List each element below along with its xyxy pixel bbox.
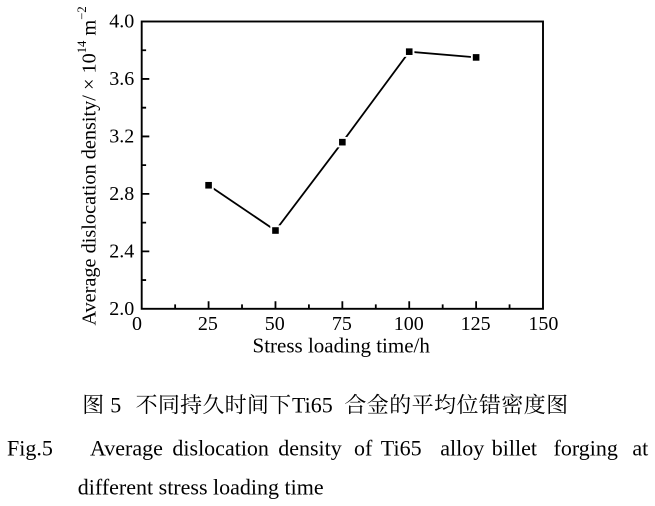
svg-text:of: of [354, 435, 373, 460]
svg-text:3.6: 3.6 [109, 68, 134, 90]
svg-text:Average dislocation density/ ×: Average dislocation density/ × 1014 m−2 [75, 6, 101, 325]
svg-text:2.8: 2.8 [109, 183, 134, 205]
svg-text:Ti65: Ti65 [381, 435, 422, 460]
svg-text:5: 5 [110, 392, 121, 417]
svg-text:2.4: 2.4 [109, 241, 134, 263]
svg-text:Average: Average [90, 435, 163, 460]
svg-text:density: density [278, 435, 342, 460]
svg-text:Ti65: Ti65 [292, 392, 333, 417]
svg-text:100: 100 [394, 313, 424, 335]
svg-text:50: 50 [265, 313, 285, 335]
svg-text:125: 125 [461, 313, 491, 335]
svg-text:forging: forging [554, 435, 618, 460]
svg-text:at: at [632, 435, 648, 460]
svg-text:4.0: 4.0 [109, 11, 134, 33]
svg-text:billet: billet [492, 435, 537, 460]
svg-text:75: 75 [332, 313, 352, 335]
svg-text:0: 0 [132, 313, 142, 335]
svg-text:2.0: 2.0 [109, 298, 134, 320]
svg-text:Stress loading time/h: Stress loading time/h [253, 333, 431, 357]
svg-text:different stress loading time: different stress loading time [78, 475, 324, 500]
svg-text:150: 150 [528, 313, 558, 335]
svg-text:Fig.5: Fig.5 [7, 435, 53, 460]
svg-text:dislocation: dislocation [172, 435, 269, 460]
svg-text:alloy: alloy [440, 435, 484, 460]
svg-text:3.2: 3.2 [109, 126, 134, 148]
svg-text:25: 25 [198, 313, 218, 335]
